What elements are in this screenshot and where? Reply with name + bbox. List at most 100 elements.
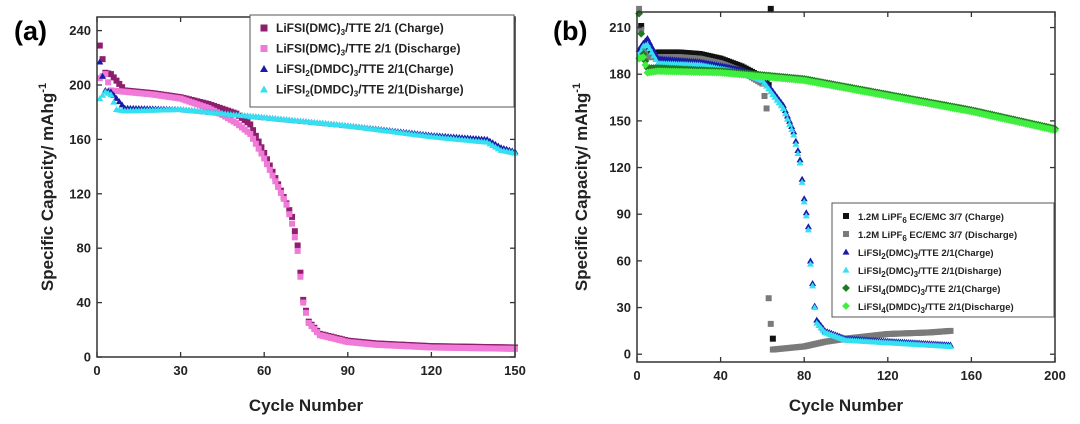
y-tick-label: 160 bbox=[69, 132, 91, 147]
legend-marker bbox=[842, 284, 850, 292]
y-tick-label: 80 bbox=[77, 241, 91, 256]
x-tick-label: 0 bbox=[633, 368, 640, 383]
data-point bbox=[947, 327, 954, 334]
legend-marker bbox=[260, 24, 268, 32]
series-6 bbox=[635, 53, 1059, 135]
data-point bbox=[286, 207, 293, 214]
data-point bbox=[266, 166, 273, 173]
data-point bbox=[96, 95, 104, 102]
series-4 bbox=[96, 88, 519, 156]
data-point bbox=[804, 223, 812, 230]
legend-marker bbox=[260, 65, 268, 72]
data-point bbox=[639, 53, 648, 62]
data-point bbox=[250, 135, 257, 142]
data-point bbox=[115, 98, 123, 105]
legend-marker bbox=[842, 248, 850, 255]
legend-label: LiFSI2(DMC)3/TTE 2/1(Charge) bbox=[858, 248, 994, 261]
data-point bbox=[802, 212, 810, 219]
x-axis-title: Cycle Number bbox=[789, 396, 904, 415]
legend-label: LiFSI2(DMDC)3/TTE 2/1(Charge) bbox=[276, 62, 454, 78]
y-tick-label: 180 bbox=[609, 67, 631, 82]
legend-marker bbox=[260, 45, 268, 52]
data-point bbox=[643, 35, 651, 42]
data-point bbox=[641, 60, 650, 69]
data-point bbox=[263, 161, 270, 168]
data-point bbox=[305, 320, 312, 326]
data-point bbox=[788, 126, 796, 133]
data-point bbox=[779, 105, 787, 112]
legend-box bbox=[831, 202, 1055, 318]
legend-label: LiFSI2(DMC)3/TTE 2/1(Disharge) bbox=[858, 266, 1002, 279]
x-tick-label: 120 bbox=[421, 363, 443, 378]
data-point bbox=[113, 94, 121, 101]
data-point bbox=[798, 178, 806, 185]
data-point bbox=[261, 155, 268, 162]
data-point bbox=[250, 127, 257, 134]
data-point bbox=[636, 5, 643, 12]
data-point bbox=[781, 110, 789, 117]
data-point bbox=[800, 198, 808, 205]
data-point bbox=[300, 299, 307, 306]
y-tick-label: 210 bbox=[609, 20, 631, 35]
data-point bbox=[247, 121, 254, 128]
y-axis-title: Specific Capacity/ mAhg-1 bbox=[37, 83, 57, 291]
legend-label: LiFSI(DMC)3/TTE 2/1 (Discharge) bbox=[276, 42, 460, 58]
data-point bbox=[303, 309, 309, 316]
data-point bbox=[269, 172, 276, 179]
data-point bbox=[289, 220, 296, 227]
x-tick-label: 200 bbox=[1044, 368, 1066, 383]
x-tick-label: 160 bbox=[961, 368, 983, 383]
data-point bbox=[272, 178, 279, 185]
data-point bbox=[637, 29, 646, 38]
y-tick-label: 120 bbox=[609, 160, 631, 175]
data-point bbox=[638, 23, 645, 29]
data-point bbox=[792, 137, 800, 144]
data-point bbox=[792, 140, 800, 147]
data-point bbox=[110, 98, 118, 105]
data-point bbox=[794, 150, 802, 157]
legend-label: LiFSI4(DMDC)3/TTE 2/1(Charge) bbox=[858, 284, 1000, 297]
x-tick-label: 150 bbox=[504, 363, 526, 378]
data-point bbox=[96, 42, 103, 49]
legend-box bbox=[249, 14, 515, 108]
data-point bbox=[804, 226, 812, 233]
x-tick-label: 40 bbox=[713, 368, 727, 383]
y-tick-label: 90 bbox=[617, 207, 631, 222]
data-point bbox=[280, 195, 287, 202]
legend-label: LiFSI2(DMDC)3/TTE 2/1(Disharge) bbox=[276, 83, 464, 99]
data-point bbox=[297, 269, 304, 276]
data-point bbox=[107, 91, 115, 98]
data-point bbox=[796, 159, 804, 166]
data-point bbox=[113, 77, 120, 84]
data-point bbox=[767, 320, 774, 327]
chart-panel-a: (a) 0 30 60 90 120 150 0 40 80 120 160 200 240 Cycle N… bbox=[14, 14, 526, 415]
data-point bbox=[790, 131, 798, 138]
data-point bbox=[783, 115, 791, 122]
x-tick-label: 60 bbox=[257, 363, 271, 378]
data-point bbox=[796, 156, 804, 163]
data-point bbox=[102, 71, 109, 78]
data-point bbox=[769, 335, 776, 342]
legend-label: LiFSI(DMC)3/TTE 2/1 (Charge) bbox=[276, 21, 444, 37]
data-point bbox=[297, 273, 304, 280]
y-tick-label: 240 bbox=[69, 23, 91, 38]
legend-label: LiFSI4(DMDC)3/TTE 2/1(Discharge) bbox=[858, 302, 1014, 315]
data-point bbox=[291, 234, 298, 241]
legend-marker bbox=[260, 85, 268, 93]
data-point bbox=[283, 201, 290, 208]
data-point bbox=[255, 145, 262, 152]
y-tick-label: 60 bbox=[617, 253, 631, 268]
data-point bbox=[811, 304, 819, 311]
legend-label: 1.2M LiPF6 EC/EMC 3/7 (Discharge) bbox=[858, 230, 1017, 243]
panel-label: (a) bbox=[14, 16, 47, 46]
y-tick-label: 150 bbox=[609, 113, 631, 128]
x-tick-label: 30 bbox=[173, 363, 187, 378]
legend-label: 1.2M LiPF6 EC/EMC 3/7 (Charge) bbox=[858, 212, 1004, 225]
data-point bbox=[252, 140, 259, 147]
data-point bbox=[806, 257, 814, 264]
data-point bbox=[311, 326, 318, 333]
x-tick-label: 120 bbox=[877, 368, 899, 383]
data-point bbox=[947, 343, 954, 350]
data-point bbox=[800, 195, 808, 202]
